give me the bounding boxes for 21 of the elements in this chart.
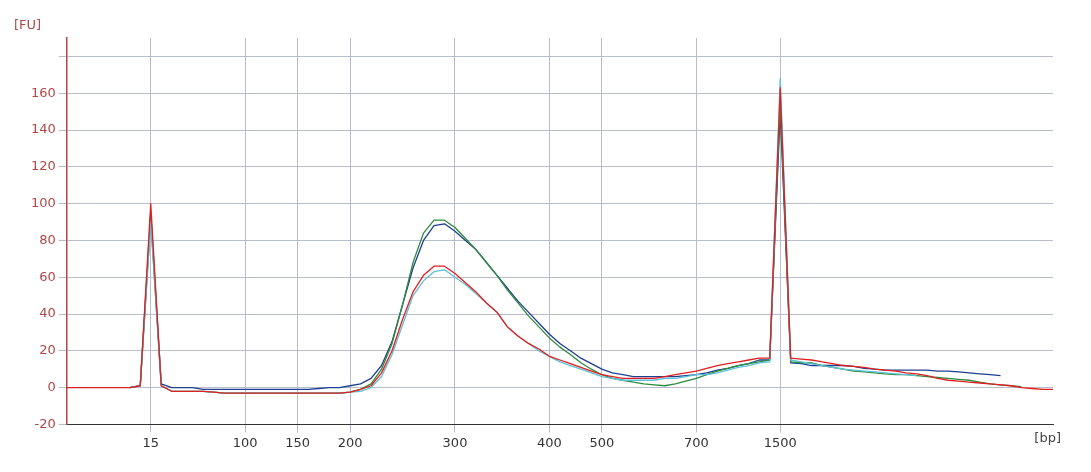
y-tick-label: 100 [30, 194, 56, 210]
x-tick-label: 15 [142, 434, 160, 450]
y-tick-label: 80 [39, 231, 56, 247]
x-axis-title: [bp] [1034, 430, 1061, 446]
x-tick-label: 100 [232, 434, 258, 450]
y-tick-label: 60 [39, 268, 56, 284]
x-tick-label: 200 [337, 434, 363, 450]
x-tick-label: 400 [537, 434, 562, 450]
y-tick-label: 40 [39, 305, 56, 321]
y-tick-label: 120 [30, 158, 56, 174]
y-tick-label: 20 [39, 342, 56, 358]
x-tick-label: 500 [589, 434, 615, 450]
x-tick-label: 300 [442, 434, 468, 450]
y-tick-label: 140 [30, 121, 56, 137]
y-tick-label: 0 [47, 378, 56, 394]
y-axis-title: [FU] [14, 16, 42, 32]
x-tick-label: 700 [683, 434, 709, 450]
y-tick-label: -20 [34, 415, 56, 431]
x-tick-label: 1500 [763, 434, 797, 450]
y-tick-label: 160 [30, 84, 56, 100]
x-tick-label: 150 [285, 434, 311, 450]
